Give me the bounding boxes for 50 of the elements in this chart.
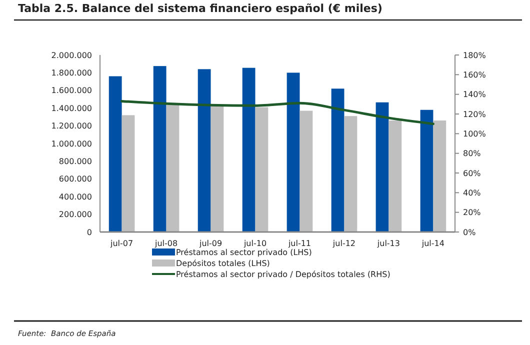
y-tick-label: 600.000 — [58, 174, 92, 184]
x-tick-label: jul-14 — [420, 239, 444, 248]
x-tick-label: jul-08 — [154, 239, 178, 248]
chart-title: Tabla 2.5. Balance del sistema financiero español (€ miles) — [18, 2, 382, 15]
y-tick-label: 1.400.000 — [51, 104, 92, 113]
legend-label: Depósitos totales (LHS) — [176, 258, 270, 268]
x-tick-label: jul-12 — [332, 239, 356, 248]
legend-label: Préstamos al sector privado / Depósitos totales (RHS) — [176, 270, 390, 279]
bar — [198, 69, 211, 232]
bar — [210, 106, 224, 232]
y-tick-label: 200.000 — [58, 210, 92, 220]
x-tick-label: jul-07 — [110, 239, 134, 248]
bar — [108, 76, 122, 232]
bar — [331, 88, 344, 232]
bar — [166, 105, 180, 232]
bar — [255, 107, 268, 232]
y-tick-label: 1.600.000 — [51, 86, 92, 96]
y-tick-label: 2.000.000 — [51, 50, 92, 60]
x-tick-label: jul-11 — [287, 239, 312, 248]
legend-label: Préstamos al sector privado (LHS) — [176, 248, 312, 257]
bar — [153, 66, 166, 232]
y2-tick-label: 80% — [463, 149, 482, 158]
bar — [388, 120, 402, 232]
y-tick-label: 1.800.000 — [51, 68, 92, 78]
y2-tick-label: 120% — [463, 110, 486, 119]
x-tick-label: jul-10 — [242, 239, 267, 248]
y2-tick-label: 140% — [463, 90, 486, 100]
line-series — [120, 100, 434, 126]
y2-tick-label: 180% — [463, 50, 486, 60]
y2-tick-label: 40% — [463, 188, 482, 198]
x-tick-label: jul-13 — [376, 239, 400, 248]
y-tick-label: 800.000 — [58, 157, 92, 166]
y2-tick-label: 20% — [463, 208, 482, 218]
bar — [344, 116, 358, 232]
bar — [286, 72, 300, 232]
bar — [242, 68, 256, 232]
bar — [376, 102, 389, 232]
y-tick-label: 1.200.000 — [51, 122, 92, 131]
y2-tick-label: 60% — [463, 168, 482, 178]
y2-tick-label: 0% — [463, 228, 476, 237]
bar — [420, 110, 434, 232]
y2-tick-label: 100% — [463, 129, 486, 138]
bar — [122, 115, 135, 232]
y2-tick-label: 160% — [463, 70, 486, 80]
bar — [433, 120, 446, 232]
bar — [300, 110, 313, 232]
y-tick-label: 400.000 — [58, 192, 92, 202]
y-tick-label: 1.000.000 — [51, 139, 92, 148]
y-tick-label: 0 — [86, 228, 92, 237]
x-tick-label: jul-09 — [198, 239, 222, 248]
